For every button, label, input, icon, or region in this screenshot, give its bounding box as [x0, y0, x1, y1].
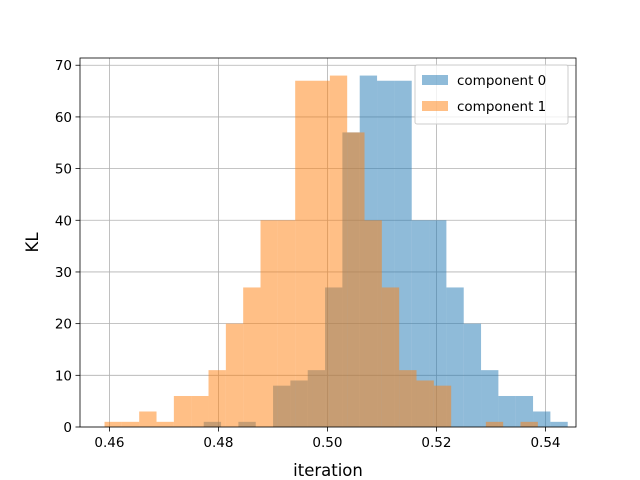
x-tick-label-3: 0.52	[421, 435, 451, 451]
y-tick-label-1: 10	[55, 368, 72, 384]
legend-swatch-component-0	[422, 75, 448, 85]
y-tick-label-2: 20	[55, 317, 72, 333]
bar-series-0-bin-17	[498, 395, 516, 427]
bar-series-0-bin-18	[515, 395, 534, 427]
bar-series-1-bin-7	[225, 323, 244, 427]
y-tick-label-4: 40	[55, 213, 72, 229]
x-tick-label-2: 0.50	[312, 435, 342, 451]
bar-series-1-bin-24	[520, 421, 538, 427]
y-axis-ticks: 0 10 20 30 40 50 60 70	[55, 58, 80, 436]
x-axis-label: iteration	[293, 461, 363, 480]
bar-series-1-bin-15	[364, 220, 382, 427]
bar-series-1-bin-16	[381, 287, 400, 427]
x-tick-label-0: 0.46	[94, 435, 124, 451]
y-tick-label-5: 50	[55, 162, 72, 178]
bar-series-0-bin-16	[481, 370, 499, 427]
bar-series-1-bin-13	[329, 75, 348, 428]
y-axis-label: KL	[23, 232, 42, 253]
x-tick-label-1: 0.48	[203, 435, 233, 451]
bar-series-1-bin-3	[156, 421, 174, 427]
x-tick-label-4: 0.54	[530, 435, 560, 451]
bar-series-1-bin-1	[121, 421, 140, 427]
bar-series-1-bin-8	[243, 287, 261, 427]
y-tick-label-0: 0	[63, 420, 72, 436]
legend-swatch-component-1	[422, 101, 448, 111]
bar-series-1-bin-2	[139, 411, 157, 427]
bar-series-0-bin-13	[429, 220, 447, 427]
histogram-bars	[104, 75, 568, 428]
bar-series-1-bin-6	[208, 370, 226, 427]
legend-box	[414, 64, 569, 125]
bar-series-1-bin-11	[295, 80, 313, 427]
bar-series-1-bin-5	[191, 395, 209, 427]
bar-series-1-bin-0	[104, 421, 122, 427]
bar-series-1-bin-18	[416, 380, 434, 427]
bar-series-1-bin-14	[347, 132, 365, 427]
plot-frame	[79, 57, 577, 428]
bar-series-1-bin-22	[485, 421, 504, 427]
y-tick-label-6: 60	[55, 110, 72, 126]
legend: component 0 component 1	[414, 64, 569, 125]
bar-series-1-bin-17	[399, 370, 417, 427]
bar-series-1-bin-10	[277, 220, 296, 427]
bar-series-1-bin-9	[260, 220, 278, 427]
bar-series-0-bin-20	[550, 421, 568, 427]
legend-label-component-1: component 1	[457, 99, 546, 115]
bar-series-1-bin-4	[173, 395, 192, 427]
bar-series-0-bin-15	[463, 323, 482, 427]
y-tick-label-7: 70	[55, 58, 72, 74]
bar-series-1-bin-12	[312, 80, 330, 427]
y-tick-label-3: 30	[55, 265, 72, 281]
legend-label-component-0: component 0	[457, 73, 546, 89]
x-axis-ticks: 0.46 0.48 0.50 0.52 0.54	[94, 427, 561, 451]
bar-series-1-bin-19	[433, 385, 452, 427]
